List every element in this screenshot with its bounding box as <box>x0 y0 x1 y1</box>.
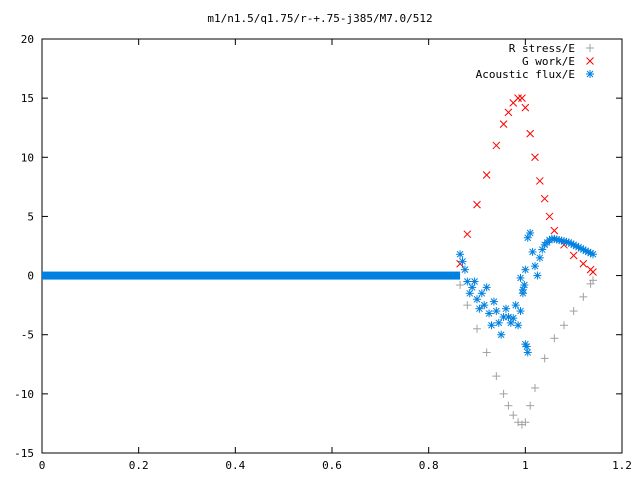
y-tick-label: 0 <box>27 270 34 283</box>
data-point <box>526 401 535 410</box>
data-point <box>514 94 522 102</box>
x-tick-label: 1 <box>522 459 529 472</box>
data-point <box>482 348 491 357</box>
data-point <box>518 285 527 294</box>
data-point <box>540 354 549 363</box>
data-point <box>463 230 472 239</box>
data-point <box>492 307 501 316</box>
data-point <box>485 309 494 318</box>
legend-label: R stress/E <box>509 42 575 55</box>
series-1 <box>456 94 597 276</box>
y-tick-label: -15 <box>14 447 34 460</box>
data-point <box>504 401 513 410</box>
data-point <box>550 226 559 235</box>
series-2 <box>42 228 597 357</box>
data-point <box>579 259 588 268</box>
data-point <box>545 212 554 221</box>
data-point <box>528 247 537 256</box>
data-point <box>492 141 501 150</box>
data-point <box>509 314 518 323</box>
data-point <box>560 321 568 330</box>
data-point <box>523 348 532 357</box>
data-point <box>475 304 484 313</box>
data-point <box>535 177 544 185</box>
x-tick-label: 0 <box>39 459 46 472</box>
data-point <box>497 330 506 339</box>
y-tick-label: -10 <box>14 388 34 401</box>
data-point <box>589 276 597 285</box>
data-point <box>521 418 530 427</box>
data-point <box>589 250 597 259</box>
data-point <box>531 262 539 271</box>
data-point <box>473 324 481 333</box>
data-point <box>499 389 508 398</box>
data-point <box>516 273 525 282</box>
x-tick-label: 0.2 <box>129 459 149 472</box>
x-tick-label: 0.4 <box>225 459 245 472</box>
data-point <box>521 103 530 112</box>
y-tick-label: -5 <box>21 329 34 342</box>
data-point <box>540 194 549 203</box>
x-tick-label: 0.6 <box>322 459 342 472</box>
data-point <box>489 297 498 306</box>
data-point <box>456 281 465 290</box>
data-point <box>522 342 531 351</box>
legend-label: G work/E <box>522 55 575 68</box>
x-tick-label: 1.2 <box>612 459 632 472</box>
data-point <box>550 334 559 343</box>
data-point <box>579 292 588 301</box>
y-tick-label: 10 <box>21 151 34 164</box>
data-point <box>589 268 597 276</box>
data-point <box>511 301 520 310</box>
data-point <box>458 257 467 266</box>
legend-label: Acoustic flux/E <box>476 68 575 81</box>
data-point <box>526 228 535 237</box>
series-0 <box>456 276 597 429</box>
data-point <box>473 200 481 209</box>
data-point <box>531 153 539 162</box>
data-point <box>516 307 525 316</box>
data-point <box>521 265 530 274</box>
data-point <box>504 108 513 117</box>
data-point <box>499 120 508 129</box>
baseline-band <box>42 271 461 280</box>
data-point <box>480 301 489 310</box>
chart-title: m1/n1.5/q1.75/r-+.75-j385/M7.0/512 <box>207 12 432 25</box>
data-point <box>518 94 526 102</box>
data-point <box>535 253 544 262</box>
x-tick-label: 0.8 <box>419 459 439 472</box>
data-point <box>460 265 469 274</box>
legend-marker <box>586 70 594 78</box>
y-tick-label: 5 <box>27 210 34 223</box>
data-point <box>569 307 578 316</box>
data-point <box>509 411 518 420</box>
data-point <box>526 129 535 138</box>
data-point <box>456 250 465 259</box>
data-point <box>502 304 510 313</box>
data-point <box>569 251 578 260</box>
data-point <box>482 171 491 179</box>
data-point <box>487 321 496 330</box>
legend-marker <box>586 57 594 65</box>
data-point <box>463 301 472 310</box>
legend-marker <box>586 44 594 52</box>
data-point <box>477 289 486 298</box>
data-point <box>470 277 479 286</box>
data-point <box>533 271 542 280</box>
data-point <box>494 318 503 327</box>
data-point <box>465 289 474 298</box>
data-point <box>520 281 529 290</box>
y-tick-label: 20 <box>21 33 34 46</box>
y-tick-label: 15 <box>21 92 34 105</box>
data-point <box>473 295 481 304</box>
data-point <box>463 277 472 286</box>
data-point <box>492 372 501 381</box>
data-point <box>514 321 523 330</box>
data-point <box>482 283 491 292</box>
data-point <box>531 383 539 392</box>
